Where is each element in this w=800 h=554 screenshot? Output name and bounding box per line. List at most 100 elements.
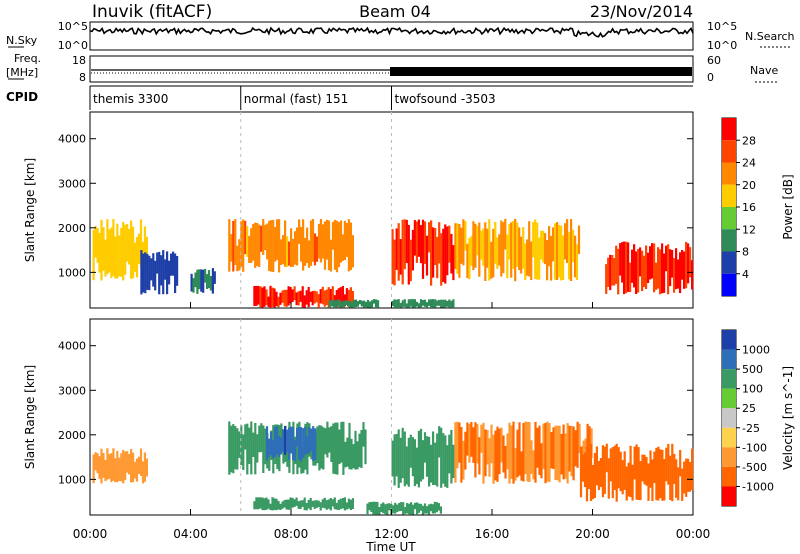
data-column: [339, 287, 342, 305]
noise-search-label: N.Search: [745, 30, 795, 43]
data-column: [339, 498, 342, 510]
data-column: [380, 503, 383, 512]
data-column: [321, 224, 325, 259]
data-column: [419, 428, 423, 482]
data-column: [530, 241, 533, 281]
data-column: [400, 502, 403, 511]
data-column: [560, 433, 563, 475]
data-column: [442, 228, 445, 282]
data-column: [122, 221, 125, 281]
data-column: [352, 299, 355, 308]
data-column: [332, 423, 335, 474]
data-column: [102, 452, 105, 478]
data-column: [330, 426, 333, 462]
data-column: [665, 245, 668, 272]
data-column: [96, 228, 99, 263]
data-column: [295, 292, 298, 306]
data-column: [304, 237, 307, 266]
data-column: [442, 433, 445, 484]
data-column: [110, 227, 113, 279]
data-column: [530, 440, 533, 474]
data-column: [242, 434, 245, 470]
data-column: [617, 447, 620, 489]
data-column: [679, 449, 682, 477]
data-column: [132, 452, 135, 482]
noise-sky-label: N.Sky: [6, 34, 38, 47]
data-column: [669, 455, 672, 500]
data-column: [446, 226, 449, 276]
data-column: [398, 502, 401, 512]
data-column: [234, 219, 237, 265]
data-column: [637, 447, 640, 500]
data-column: [607, 257, 610, 287]
noise-tick-left-top: 10^5: [58, 20, 88, 33]
data-column: [288, 241, 291, 266]
colorbar-segment: [722, 486, 736, 506]
data-column: [360, 300, 363, 307]
data-column: [526, 239, 529, 276]
data-column: [681, 250, 684, 280]
data-column: [518, 227, 521, 271]
data-column: [544, 233, 547, 265]
data-column: [158, 251, 161, 295]
data-column: [128, 229, 131, 265]
data-column: [401, 300, 404, 308]
data-column: [440, 299, 443, 308]
data-column: [590, 428, 593, 458]
data-column: [337, 222, 341, 267]
data-column: [621, 460, 624, 495]
data-column: [514, 448, 517, 481]
data-column: [391, 440, 394, 477]
velocity-y-axis-label: Slant Range [km]: [23, 365, 37, 469]
data-column: [306, 227, 309, 263]
data-column: [232, 220, 235, 272]
data-column: [323, 290, 326, 307]
data-column: [550, 432, 553, 469]
data-column: [508, 422, 511, 484]
data-column: [435, 502, 438, 513]
data-column: [615, 245, 618, 284]
data-column: [104, 460, 107, 482]
data-column: [364, 301, 368, 308]
data-column: [631, 249, 634, 283]
data-column: [344, 441, 347, 468]
data-column: [552, 427, 555, 469]
data-column: [411, 299, 414, 308]
data-column: [391, 229, 394, 285]
colorbar-segment: [722, 408, 736, 428]
data-column: [516, 222, 519, 267]
data-column: [613, 258, 616, 286]
data-column: [94, 452, 97, 471]
data-column: [374, 299, 378, 308]
time-axis-label: Time UT: [365, 540, 416, 554]
data-column: [421, 219, 425, 279]
data-column: [574, 235, 577, 278]
data-column: [293, 499, 296, 507]
data-column: [659, 449, 662, 499]
data-column: [307, 287, 310, 308]
data-column: [280, 423, 283, 451]
data-column: [415, 447, 418, 485]
data-column: [434, 442, 437, 485]
data-column: [94, 225, 97, 258]
data-column: [651, 459, 654, 501]
data-column: [671, 443, 674, 502]
data-column: [401, 219, 404, 285]
data-column: [334, 300, 337, 308]
data-column: [603, 446, 606, 495]
data-column: [395, 433, 398, 477]
data-column: [436, 300, 439, 306]
data-column: [425, 235, 429, 276]
data-column: [419, 225, 423, 264]
data-column: [313, 233, 317, 266]
data-column: [486, 228, 489, 268]
data-column: [633, 446, 636, 480]
data-column: [425, 302, 429, 308]
data-column: [552, 227, 555, 262]
data-column: [425, 436, 429, 477]
data-column: [234, 426, 237, 470]
colorbar-segment: [722, 369, 736, 389]
data-column: [643, 255, 646, 288]
data-column: [110, 453, 113, 483]
data-column: [296, 227, 299, 266]
